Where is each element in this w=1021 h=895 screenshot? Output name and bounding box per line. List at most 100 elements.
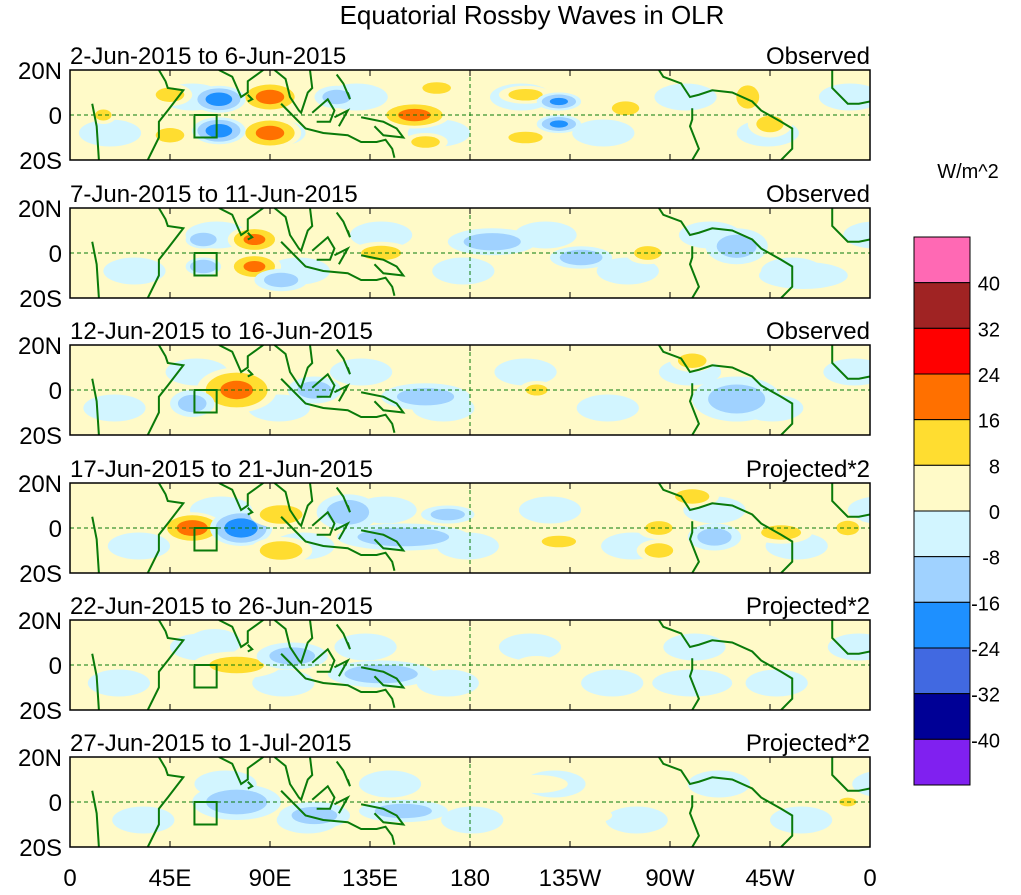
- coastline: [218, 208, 264, 237]
- panel-field: [70, 757, 870, 847]
- coastline: [658, 345, 794, 435]
- map-panel-3: 20N 0 20S 12-Jun-2015 to 16-Jun-2015 Observe…: [18, 318, 871, 450]
- contour-region: [827, 633, 870, 661]
- contour-region: [576, 394, 639, 422]
- panel-type: Projected*2: [746, 730, 870, 757]
- y-tick-label: 20N: [18, 608, 62, 635]
- contour-region: [263, 272, 299, 288]
- y-tick-label: 20S: [19, 286, 62, 313]
- contour-region: [206, 789, 268, 815]
- coastline: [91, 378, 100, 435]
- coastline: [280, 790, 396, 845]
- coastline: [831, 70, 870, 105]
- panel-period: 27-Jun-2015 to 1-Jul-2015: [70, 730, 352, 757]
- coastline: [218, 70, 264, 99]
- coastline: [91, 241, 100, 298]
- map-panel-2: 20N 0 20S 7-Jun-2015 to 11-Jun-2015 Observed: [18, 181, 871, 313]
- contour-region: [259, 505, 303, 524]
- contour-region: [297, 381, 332, 399]
- panel-period: 12-Jun-2015 to 16-Jun-2015: [70, 318, 373, 345]
- contour-region: [541, 535, 577, 548]
- panel-field: [70, 483, 870, 573]
- contour-region: [107, 532, 170, 560]
- coastline: [273, 757, 314, 802]
- contour-region: [243, 233, 266, 246]
- coastline: [360, 666, 406, 689]
- colorbar-units: W/m^2: [937, 161, 999, 183]
- coastline: [311, 235, 336, 261]
- contour-region: [818, 83, 870, 111]
- map-panel-4: 20N 0 20S 17-Jun-2015 to 21-Jun-2015 Project…: [18, 456, 871, 588]
- colorbar-swatch: [913, 693, 971, 740]
- contour-region: [518, 496, 582, 524]
- contour-region: [463, 233, 521, 251]
- panel-type: Observed: [766, 318, 870, 345]
- coastline: [280, 103, 396, 158]
- panel-field: [70, 208, 870, 298]
- colorbar-label: -40: [971, 730, 1000, 752]
- y-tick-label: 0: [49, 241, 62, 268]
- coastline: [247, 232, 254, 241]
- contour-region: [252, 669, 315, 697]
- coastline: [688, 383, 700, 435]
- coastline: [273, 483, 314, 528]
- coastline: [688, 108, 700, 160]
- colorbar-swatch: [913, 510, 971, 558]
- colorbar-swatch: [913, 647, 971, 695]
- contour-region: [697, 528, 732, 546]
- contour-region: [357, 527, 450, 547]
- contour-region: [358, 770, 422, 798]
- contour-region: [155, 128, 185, 143]
- coastline: [335, 623, 351, 650]
- contour-region: [334, 633, 397, 661]
- contour-region: [269, 647, 316, 665]
- coastline: [218, 483, 264, 512]
- contour-region: [745, 669, 808, 697]
- coastline: [247, 369, 254, 378]
- colorbar-label: 0: [989, 502, 1000, 524]
- coastline: [273, 70, 314, 115]
- contour-region: [611, 101, 640, 116]
- contour-region: [190, 232, 217, 247]
- coastline: [146, 483, 186, 573]
- panel-period: 2-Jun-2015 to 6-Jun-2015: [70, 43, 346, 70]
- contour-region: [505, 775, 568, 793]
- y-tick-label: 20S: [19, 698, 62, 725]
- map-panel-5: 20N 0 20S 22-Jun-2015 to 26-Jun-2015 Project…: [18, 593, 871, 725]
- coastline: [831, 757, 870, 792]
- contour-region: [716, 234, 757, 258]
- coastline: [360, 391, 406, 414]
- panel-type: Projected*2: [746, 456, 870, 483]
- coastline: [146, 70, 186, 160]
- contour-region: [758, 262, 848, 289]
- colorbar-label: 8: [989, 456, 1000, 478]
- coastline: [360, 116, 406, 139]
- coastline: [311, 97, 336, 123]
- contour-region: [498, 633, 562, 661]
- y-tick-label: 0: [49, 516, 62, 543]
- coastline: [247, 781, 254, 790]
- x-tick-label: 180: [450, 865, 490, 890]
- contour-region: [852, 771, 870, 797]
- contour-region: [205, 124, 233, 138]
- contour-region: [494, 358, 557, 386]
- y-tick-label: 20S: [19, 561, 62, 588]
- coastline: [335, 760, 351, 787]
- contour-region: [441, 806, 504, 834]
- panel-type: Projected*2: [746, 593, 870, 620]
- map-panel-6: 20N 0 20S 27-Jun-2015 to 1-Jul-2015 Projecte…: [18, 730, 871, 862]
- coastline: [335, 211, 351, 238]
- y-tick-label: 20S: [19, 423, 62, 450]
- coastline: [311, 510, 336, 536]
- colorbar-label: -8: [982, 548, 1000, 570]
- contour-region: [843, 221, 870, 249]
- y-tick-label: 0: [49, 378, 62, 405]
- coastline: [280, 378, 396, 433]
- colorbar-swatch: [913, 236, 971, 284]
- x-tick-label: 135E: [342, 865, 398, 890]
- coastline: [658, 483, 794, 573]
- contour-region: [663, 633, 726, 661]
- contour-region: [756, 115, 784, 133]
- coastline: [311, 784, 336, 810]
- contour-region: [559, 249, 603, 266]
